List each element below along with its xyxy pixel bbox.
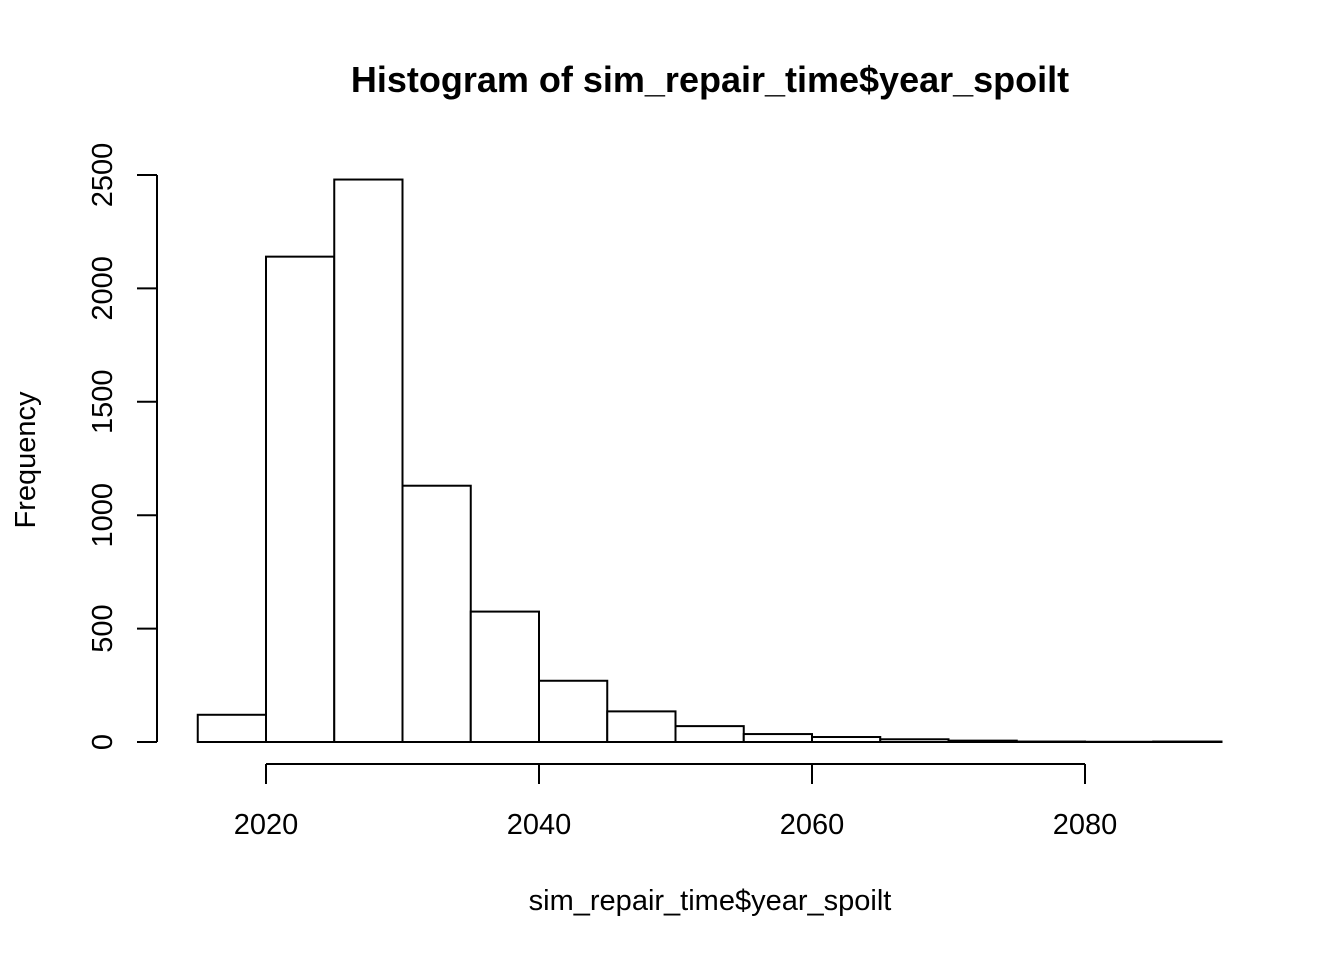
histogram-bar: [333, 178, 404, 744]
x-axis: 2020 2040 2060 2080: [234, 763, 1118, 841]
y-axis-label: Frequency: [10, 391, 42, 529]
histogram-bar: [265, 255, 336, 743]
histogram-bar: [401, 484, 472, 743]
y-tick-label: 1500: [87, 370, 119, 435]
histogram-bar: [606, 710, 677, 744]
y-tick-label: 1000: [87, 483, 119, 548]
x-tick-label: 2020: [234, 809, 299, 841]
x-tick-label: 2060: [780, 809, 845, 841]
histogram-bar: [469, 610, 540, 744]
histogram-bar: [811, 736, 882, 744]
y-tick-label: 0: [87, 734, 119, 750]
y-tick-label: 500: [87, 604, 119, 652]
y-tick-label: 2500: [87, 143, 119, 208]
histogram-bar: [742, 733, 813, 743]
x-tick-label: 2080: [1053, 809, 1118, 841]
bars-group: [196, 178, 1223, 744]
histogram-bar: [674, 725, 745, 743]
chart-title: Histogram of sim_repair_time$year_spoilt: [351, 59, 1069, 100]
y-axis: 0 500 1000 1500 2000 2500: [87, 143, 158, 750]
y-tick-label: 2000: [87, 256, 119, 321]
histogram-bar: [196, 713, 267, 744]
histogram-bar: [947, 739, 1018, 744]
x-axis-label: sim_repair_time$year_spoilt: [529, 885, 892, 917]
x-tick-label: 2040: [507, 809, 572, 841]
histogram-bar: [879, 738, 950, 744]
histogram-bar: [538, 679, 609, 744]
